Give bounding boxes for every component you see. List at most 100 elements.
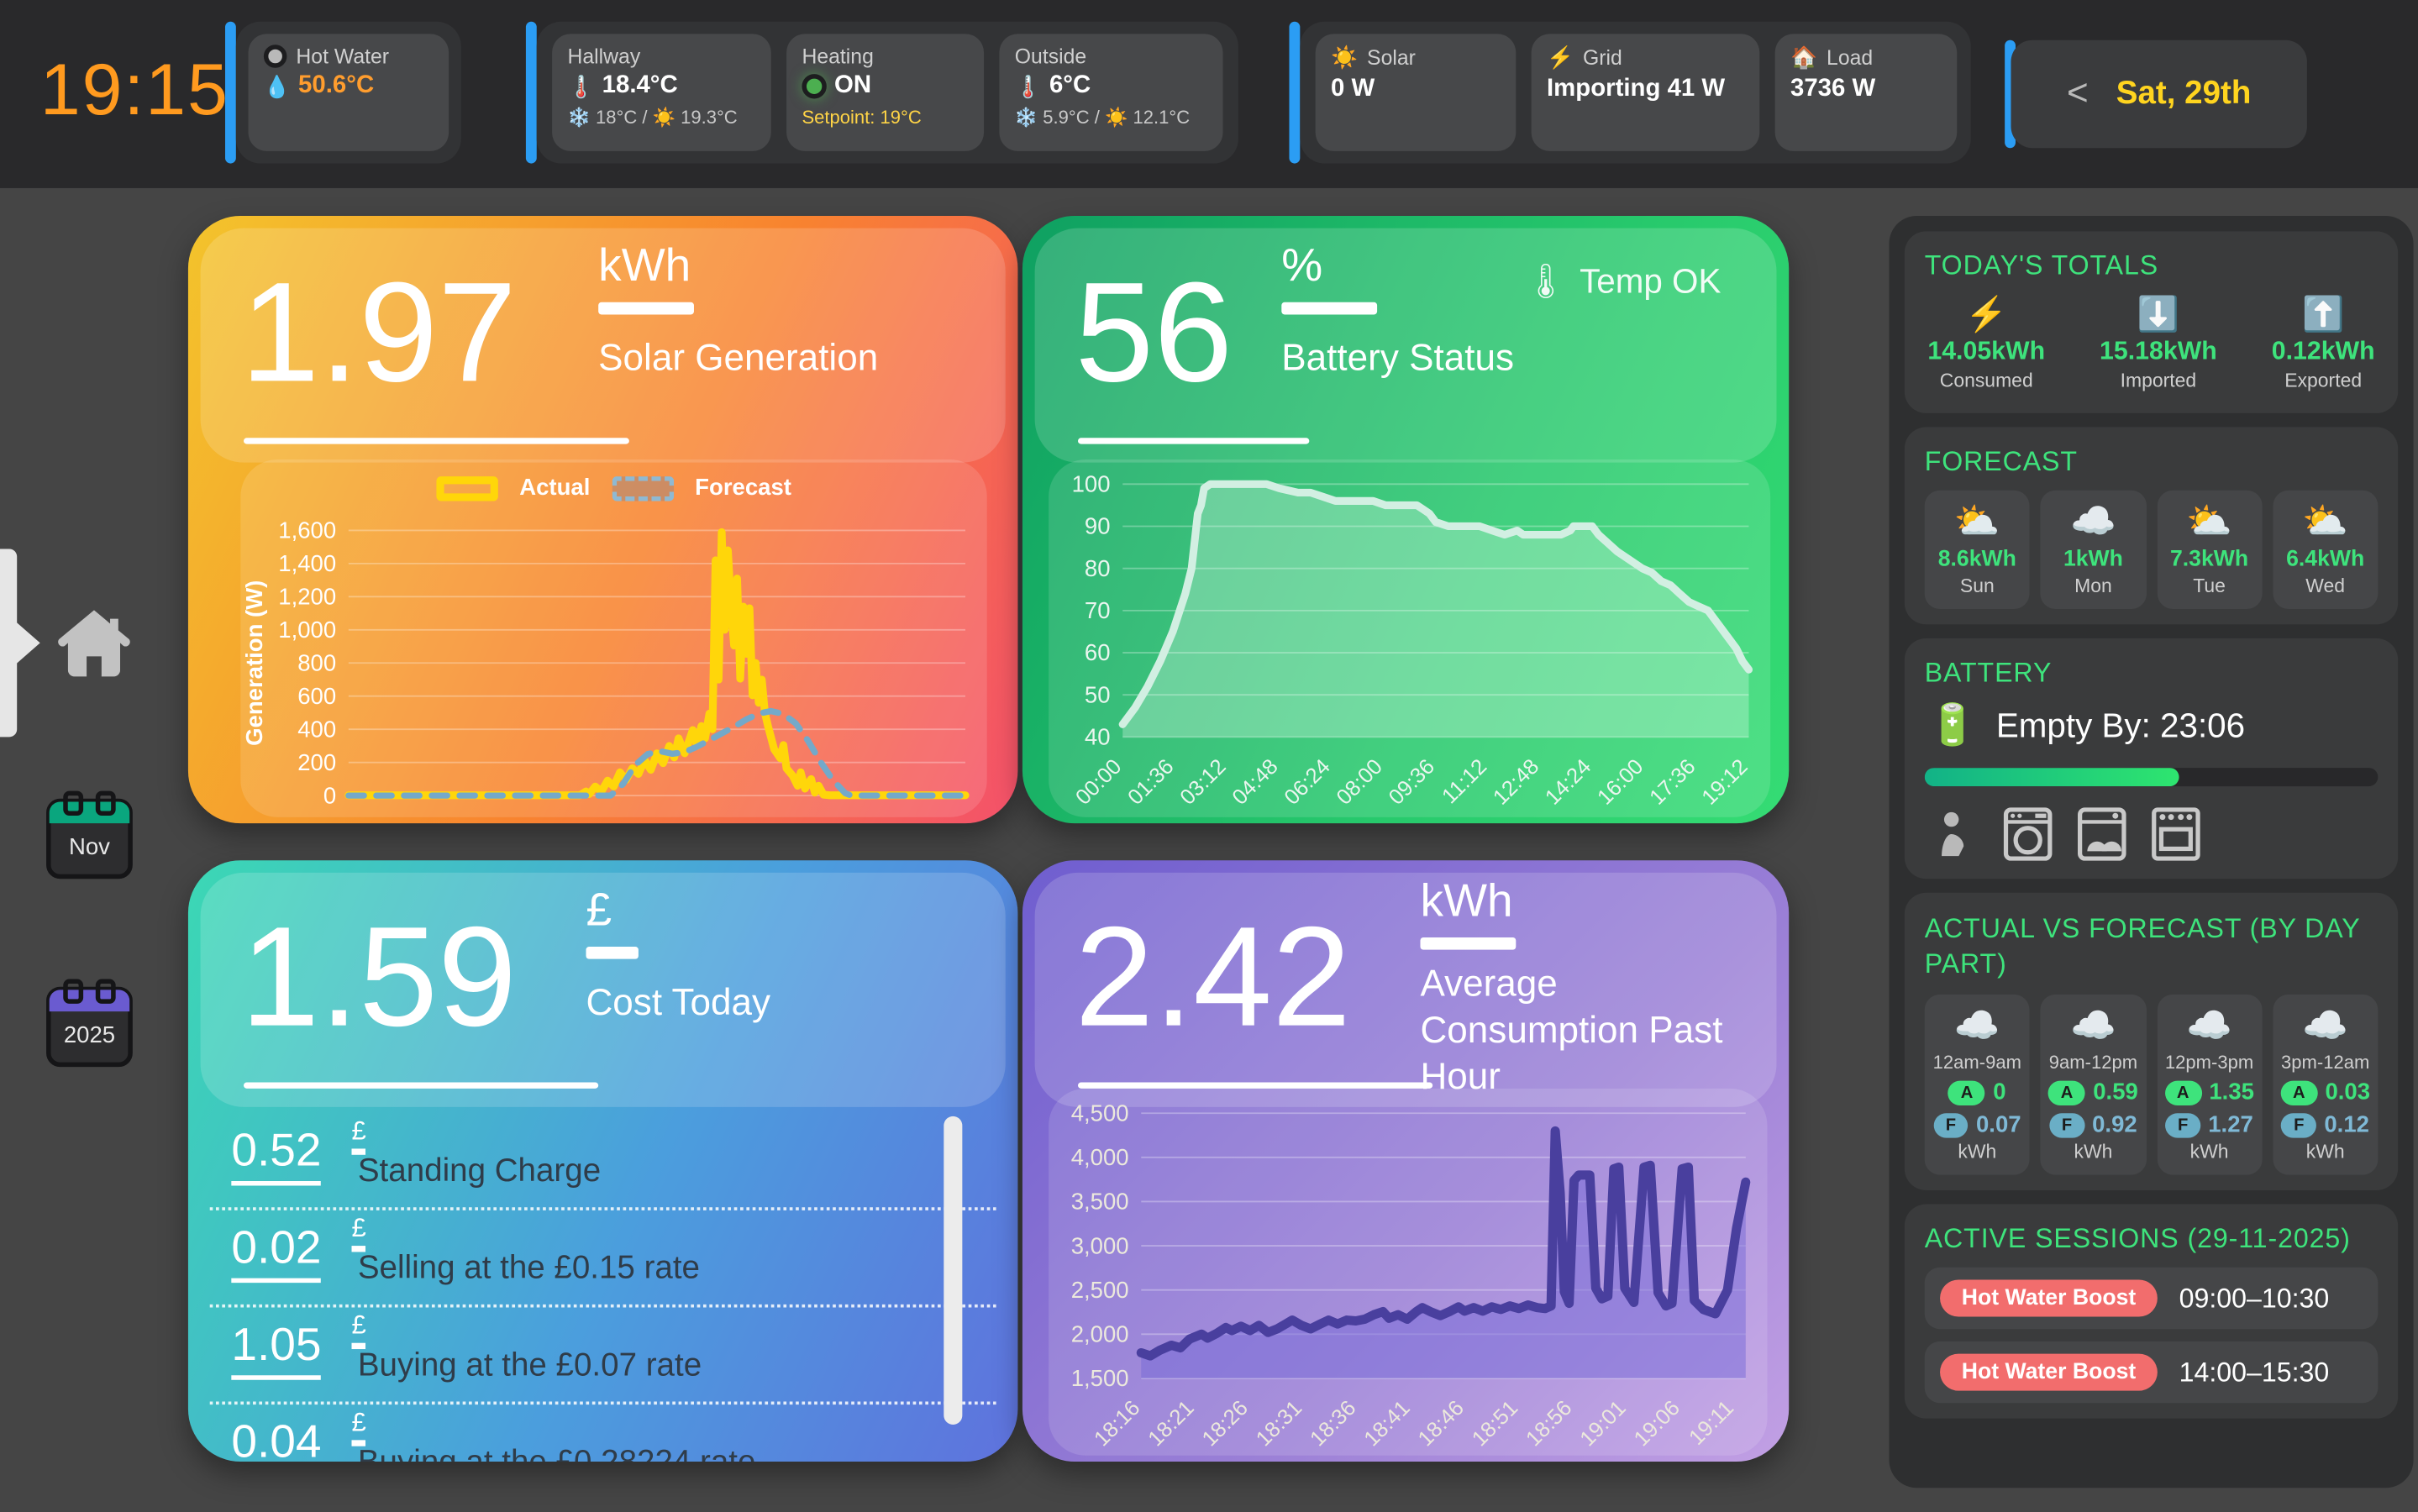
imported-total: ⬇️ 15.18kWh Imported — [2100, 295, 2217, 392]
solar-legend: Actual Forecast — [240, 459, 986, 501]
date-label: Sat, 29th — [2116, 75, 2252, 112]
hallway-chip[interactable]: Hallway 🌡️ 18.4°C ❄️ 18°C / ☀️ 19.3°C — [552, 34, 771, 151]
consumption-label: Average Consumption Past Hour — [1420, 963, 1723, 1098]
svg-text:08:00: 08:00 — [1333, 755, 1387, 810]
svg-text:00:00: 00:00 — [1071, 755, 1126, 810]
battery-title: BATTERY — [1924, 657, 2053, 689]
year-button[interactable]: 2025 — [46, 979, 142, 1068]
exported-label: Exported — [2284, 370, 2363, 392]
forecast-value: 8.6kWh — [1937, 548, 2016, 573]
exported-total: ⬆️ 0.12kWh Exported — [2272, 295, 2375, 392]
svg-text:3,500: 3,500 — [1071, 1189, 1129, 1215]
grid-value: Importing 41 W — [1547, 75, 1726, 102]
svg-text:06:24: 06:24 — [1280, 755, 1335, 810]
grid-chip[interactable]: ⚡ Grid Importing 41 W — [1531, 34, 1760, 151]
solar-value: 1.97 — [240, 254, 518, 412]
consumed-total: ⚡ 14.05kWh Consumed — [1927, 295, 2045, 392]
unit-label: kWh — [2189, 1141, 2229, 1163]
person-icon — [1942, 812, 1964, 857]
forecast-day: Wed — [2305, 575, 2346, 598]
empty-by-label: Empty By: 23:06 — [1995, 706, 2246, 745]
dishwasher-icon — [2078, 808, 2126, 862]
battery-progress-fill — [1924, 768, 2179, 787]
session-row: Hot Water Boost 09:00–10:30 — [1924, 1268, 2379, 1330]
svg-text:09:36: 09:36 — [1385, 755, 1439, 810]
home-icon — [58, 610, 130, 677]
energy-group: ☀️ Solar 0 W ⚡ Grid Importing 41 W 🏠 Loa… — [1300, 21, 1971, 164]
actual-pill: A — [1948, 1080, 1986, 1105]
forecast-day: Mon — [2074, 575, 2112, 598]
forecast-pill: F — [2165, 1112, 2201, 1138]
right-sidebar: TODAY'S TOTALS ⚡ 14.05kWh Consumed ⬇️ 15… — [1889, 215, 2414, 1488]
consumed-value: 14.05kWh — [1927, 337, 2046, 366]
svg-text:18:56: 18:56 — [1522, 1396, 1576, 1451]
cost-today-card: 1.59 £ Cost Today 0.52 £ Standing Charge… — [187, 860, 1018, 1462]
battery-value: 56 — [1075, 254, 1233, 412]
accent-bar — [525, 21, 537, 164]
date-picker[interactable]: < Sat, 29th — [2011, 39, 2307, 149]
battery-hero: 56 % Battery Status 🌡 Temp OK — [1034, 228, 1777, 463]
forecast-tile: ⛅ 7.3kWh Tue — [2156, 490, 2263, 610]
daypart-tile: ☁️ 9am-12pm A 0.59 F 0.92 kWh — [2040, 994, 2147, 1176]
cost-unit: £ — [586, 885, 612, 937]
session-time: 09:00–10:30 — [2179, 1282, 2330, 1314]
hot-water-chip[interactable]: Hot Water 💧 50.6°C — [248, 34, 449, 151]
forecast-pill: F — [2281, 1112, 2317, 1138]
svg-text:90: 90 — [1085, 513, 1111, 539]
month-button[interactable]: Nov — [46, 790, 142, 879]
forecast-value: 7.3kWh — [2169, 548, 2249, 573]
svg-text:19:12: 19:12 — [1697, 755, 1752, 810]
svg-text:11:12: 11:12 — [1438, 755, 1491, 809]
lightning-icon: ⚡ — [1547, 45, 1574, 70]
cost-list-scrollbar[interactable] — [944, 1116, 963, 1425]
svg-text:100: 100 — [1072, 471, 1111, 497]
consumed-label: Consumed — [1939, 370, 2033, 392]
hallway-range: ❄️ 18°C / ☀️ 19.3°C — [567, 106, 738, 129]
session-row: Hot Water Boost 14:00–15:30 — [1924, 1341, 2379, 1404]
unit-label: kWh — [1958, 1141, 1997, 1163]
consumption-value: 2.42 — [1075, 899, 1352, 1057]
battery-status-chart: 40 50 60 70 80 90 100 00:00 01:36 03:12 04:48 06:24… — [1049, 469, 1770, 817]
month-calendar-icon: Nov — [46, 790, 133, 879]
actual-value: 0 — [1993, 1079, 2006, 1106]
session-time: 14:00–15:30 — [2179, 1356, 2330, 1388]
actual-value: 0.59 — [2093, 1079, 2138, 1106]
cost-row-amount: 1.05 — [231, 1320, 322, 1380]
heating-chip[interactable]: Heating ON Setpoint: 19°C — [786, 34, 985, 151]
sun-icon: ☀️ — [1331, 45, 1359, 70]
solar-hero: 1.97 kWh Solar Generation — [200, 228, 1006, 463]
cost-row: 0.04 £ Buying at the £0.28224 rate — [210, 1404, 996, 1462]
svg-text:400: 400 — [297, 716, 336, 742]
pound-icon: £ — [351, 1408, 366, 1446]
forecast-day: Sun — [1959, 575, 1995, 598]
solar-value: 0 W — [1331, 75, 1375, 102]
svg-text:18:36: 18:36 — [1306, 1396, 1360, 1451]
hot-water-temp: 50.6°C — [298, 72, 375, 99]
heating-label: Heating — [802, 45, 874, 68]
cost-value: 1.59 — [240, 899, 518, 1057]
cost-row-label: Standing Charge — [357, 1152, 602, 1189]
drawer-handle[interactable] — [0, 549, 40, 738]
forecast-legend-label: Forecast — [695, 475, 791, 501]
chevron-left-icon[interactable]: < — [2066, 72, 2089, 114]
svg-text:18:46: 18:46 — [1414, 1396, 1469, 1451]
svg-text:40: 40 — [1085, 724, 1111, 750]
forecast-value: 1.27 — [2208, 1111, 2253, 1139]
imported-value: 15.18kWh — [2100, 337, 2217, 366]
svg-text:50: 50 — [1085, 681, 1111, 707]
avf-title: ACTUAL VS FORECAST (BY DAY PART) — [1924, 913, 2361, 979]
solar-generation-card: 1.97 kWh Solar Generation Actual Forecas… — [187, 215, 1018, 824]
forecast-value: 1kWh — [2063, 548, 2123, 573]
svg-text:4,000: 4,000 — [1071, 1144, 1129, 1170]
forecast-value: 0.92 — [2092, 1111, 2137, 1139]
outside-chip[interactable]: Outside 🌡️ 6°C ❄️ 5.9°C / ☀️ 12.1°C — [999, 34, 1223, 151]
load-chip[interactable]: 🏠 Load 3736 W — [1774, 34, 1958, 151]
svg-text:2,000: 2,000 — [1071, 1320, 1129, 1347]
cost-row-amount: 0.04 — [231, 1417, 321, 1462]
temp-ok-label: Temp OK — [1580, 262, 1722, 301]
hot-water-label: Hot Water — [296, 45, 390, 68]
svg-text:200: 200 — [297, 749, 336, 775]
solar-label: Solar Generation — [598, 337, 879, 380]
solar-chip[interactable]: ☀️ Solar 0 W — [1315, 34, 1517, 151]
home-button[interactable] — [46, 598, 142, 696]
